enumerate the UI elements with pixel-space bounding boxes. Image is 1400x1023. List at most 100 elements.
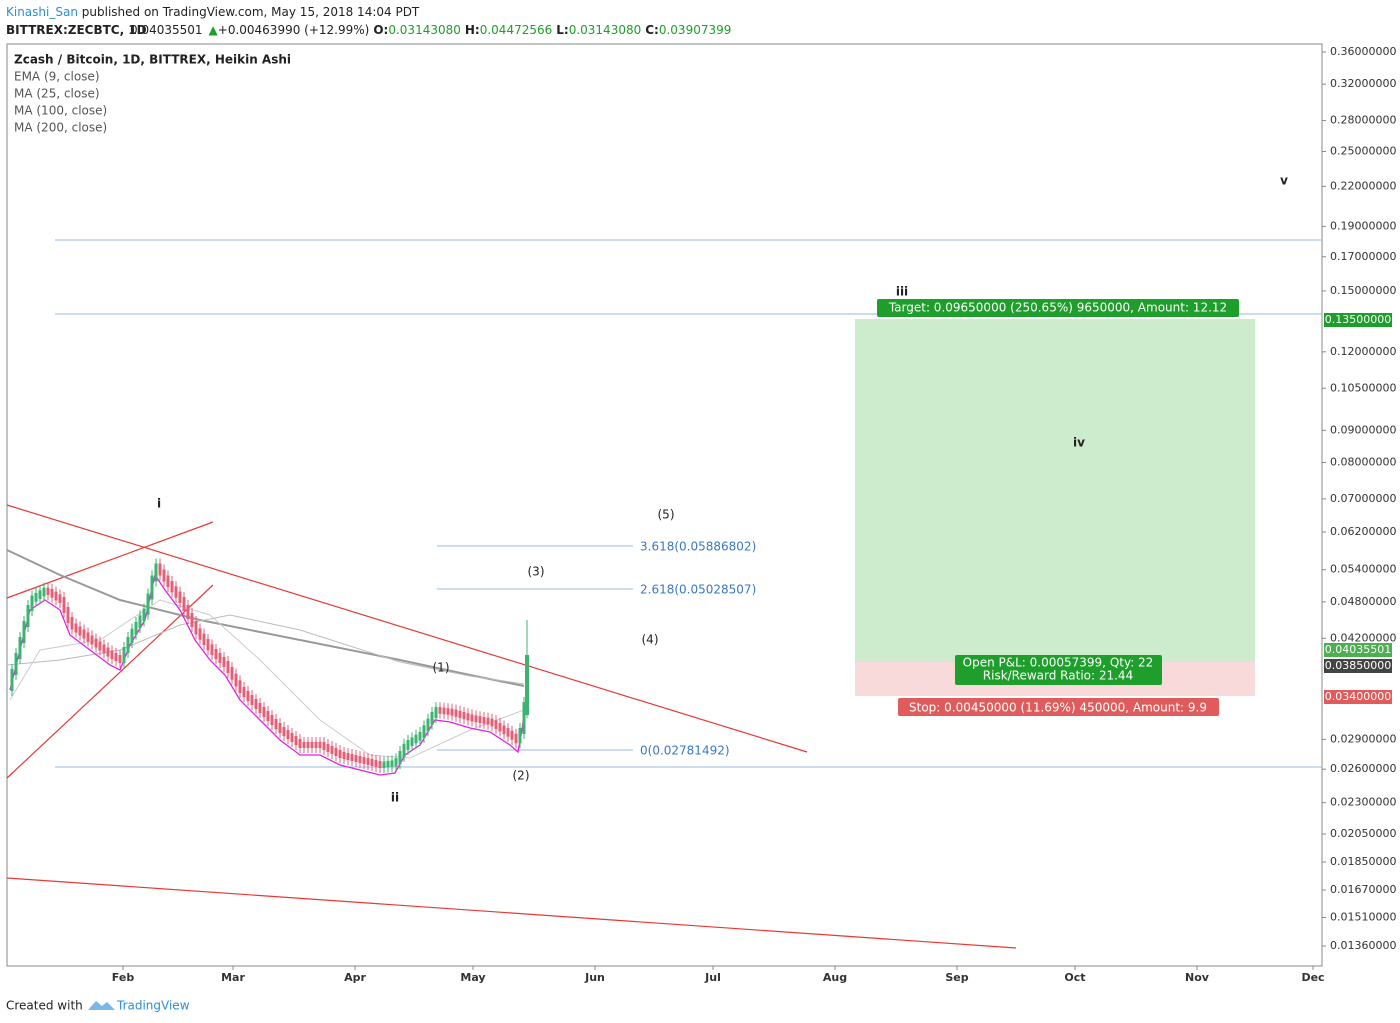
candle-body [202,633,206,645]
fib-label: 2.618(0.05028507) [640,583,756,597]
price-label: 0.02600000 [1330,762,1396,775]
sub-wave: (1) [433,661,450,675]
candle-body [238,680,242,693]
wave-label: ii [391,791,399,805]
candle-body [342,752,346,759]
candle-body [414,734,418,744]
candle-body [166,575,170,587]
candle-body [14,653,18,675]
price-label: 0.12000000 [1330,345,1396,358]
candle-body [282,727,286,736]
candle-body [422,725,426,738]
ohlc-label: L: [556,23,568,37]
price-label: 0.28000000 [1330,114,1396,127]
candle-body [386,760,390,768]
stop-label: Stop: 0.00450000 (11.69%) 450000, Amount… [909,701,1207,715]
ohlc-value: 0.03143080 [388,23,461,37]
candle-body [438,707,442,714]
last-price: 0.04035501 [130,23,203,37]
indicator: MA (100, close) [14,104,107,118]
price-badge [1324,313,1392,327]
time-label: Aug [823,971,847,984]
candle-body [510,730,514,740]
candle-body [206,639,210,651]
candle-body [494,720,498,729]
candle-body [122,647,126,663]
candle-body [334,748,338,756]
time-label: Sep [945,971,968,984]
ma-100 [6,614,525,685]
candle-body [490,718,494,727]
candle-body [426,718,430,732]
published: published on TradingView.com, May 15, 20… [82,5,420,19]
candle-body [106,647,110,657]
symbol-line: BITTREX:ZECBTC, 1D [6,23,147,37]
indicator: MA (25, close) [14,87,100,101]
candle-body [18,637,22,659]
candle-body [230,667,234,680]
price-label: 0.15000000 [1330,284,1396,297]
candle-body [10,669,14,691]
candle-body [525,655,529,715]
tradingview-logo [88,1001,115,1010]
price-badge [1324,690,1392,704]
candle-body [446,708,450,715]
candle-body [518,728,522,744]
price-badge [1324,659,1392,673]
candle-body [498,722,502,732]
ohlc-label: O: [373,23,388,37]
price-badge-label: 0.03850000 [1325,659,1391,672]
candle-body [462,712,466,720]
candle-body [398,751,402,765]
candle-body [406,740,410,750]
ohlc-value: 0.04472566 [480,23,553,37]
wave-label: iv [1073,436,1085,450]
price-label: 0.04800000 [1330,595,1396,608]
author[interactable]: Kinashi_San [6,5,78,19]
candle-body [370,759,374,766]
price-label: 0.01670000 [1330,883,1396,896]
candle-body [118,655,122,663]
candle-body [242,687,246,697]
candle-body [374,760,378,767]
candle-body [254,699,258,709]
fib-label: 3.618(0.05886802) [640,540,756,554]
candle-body [154,563,158,582]
candle-body [430,712,434,725]
candle-body [454,709,458,717]
candle-body [286,730,290,739]
price-label: 0.17000000 [1330,250,1396,263]
candle-body [134,622,138,635]
price-label: 0.02300000 [1330,796,1396,809]
candle-body [158,563,162,576]
trendlines [6,504,1017,949]
pnl-label: Open P&L: 0.00057399, Qty: 22 [963,656,1154,670]
legend-title: Zcash / Bitcoin, 1D, BITTREX, Heikin Ash… [14,53,291,67]
candle-body [82,629,86,639]
candle-body [114,653,118,661]
candle-body [34,593,38,602]
wave-label: v [1280,174,1288,188]
candle-body [214,649,218,659]
candle-body [130,628,134,643]
candle-body [218,653,222,663]
candle-body [38,590,42,599]
candle-body [354,755,358,762]
candle-body [350,754,354,761]
price-badge-label: 0.03400000 [1325,690,1391,703]
candle-body [174,586,178,598]
candle-body [186,605,190,619]
time-axis: Feb Mar Apr May Jun Jul Aug Sep Oct Nov Dec [112,966,1325,984]
candle-body [70,617,74,630]
rr-label: Risk/Reward Ratio: 21.44 [983,669,1133,683]
candle-body [126,637,130,653]
price-label: 0.02050000 [1330,827,1396,840]
price-label: 0.01510000 [1330,910,1396,923]
candle-body [502,725,506,735]
ma-25 [9,599,525,759]
footer-brand[interactable]: TradingView [116,999,190,1013]
candle-body [338,750,342,758]
pnl-box [955,655,1162,685]
candle-body [78,626,82,636]
